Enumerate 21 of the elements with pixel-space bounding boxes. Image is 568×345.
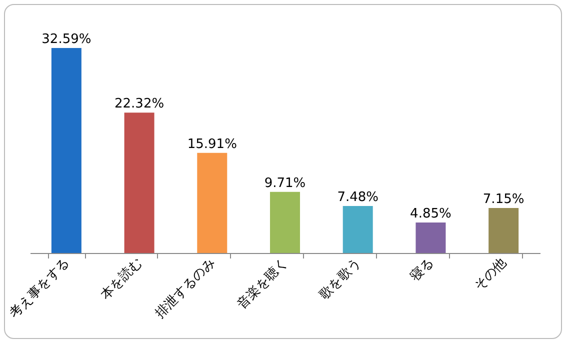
data-label: 9.71% [264,176,306,191]
data-label: 22.32% [114,96,164,112]
data-label: 32.59% [42,32,92,47]
x-tick-label: 寝る [408,256,437,285]
bar [270,192,300,253]
bar [51,48,82,253]
bar [488,208,519,253]
x-tick-label: 排泄するのみ [152,256,218,322]
data-label: 15.91% [187,136,237,152]
bar [416,222,446,253]
x-tick-label: その他 [472,256,510,294]
data-label: 7.15% [482,192,524,208]
bar [342,206,373,253]
data-label: 7.48% [337,190,379,205]
x-tick-label: 歌を歌う [316,256,364,303]
bar [124,112,154,253]
x-tick-label: 考え事をする [6,256,73,322]
x-tick-label: 本を読む [98,256,146,303]
x-tick-label: 音楽を聴く [234,256,292,312]
bar [197,152,228,253]
data-label: 4.85% [410,206,452,222]
